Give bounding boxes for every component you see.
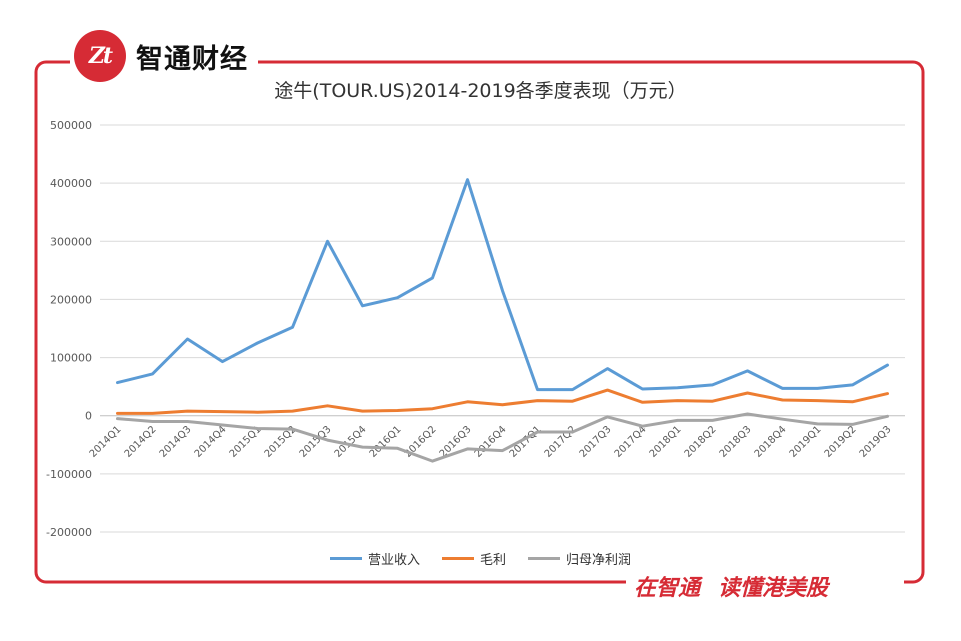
legend-label-net-profit: 归母净利润 (566, 553, 632, 568)
y-tick-label: 500000 (50, 119, 92, 132)
slogan-right: 读懂港美股 (718, 576, 829, 601)
x-tick-label: 2014Q3 (158, 424, 194, 460)
x-tick-label: 2016Q2 (403, 424, 439, 460)
x-tick-label: 2017Q4 (613, 424, 649, 460)
legend-label-gross-profit: 毛利 (479, 553, 506, 568)
series-line-0 (116, 178, 889, 392)
x-tick-label: 2018Q1 (648, 424, 684, 460)
brand-header: Zt 智通财经 (70, 28, 258, 84)
y-tick-label: 400000 (50, 177, 92, 190)
x-tick-label: 2017Q1 (508, 424, 544, 460)
x-tick-label: 2014Q4 (193, 424, 229, 460)
legend-item-net-profit: 归母净利润 (528, 549, 631, 568)
x-tick-label: 2016Q4 (473, 424, 509, 460)
chart-legend: 营业收入 毛利 归母净利润 (0, 549, 961, 568)
x-tick-label: 2015Q3 (298, 424, 334, 460)
x-tick-label: 2019Q1 (788, 424, 824, 460)
y-tick-label: -200000 (46, 526, 92, 539)
x-tick-label: 2019Q3 (858, 424, 894, 460)
legend-swatch-revenue (329, 557, 362, 560)
x-tick-label: 2017Q2 (543, 424, 579, 460)
legend-label-revenue: 营业收入 (367, 553, 420, 568)
x-tick-label: 2016Q1 (368, 424, 404, 460)
brand-logo: Zt (74, 30, 126, 82)
legend-swatch-gross-profit (441, 557, 474, 560)
y-tick-label: 0 (85, 410, 92, 423)
x-tick-label: 2018Q2 (683, 424, 719, 460)
y-tick-label: 300000 (50, 235, 92, 248)
chart-title: 途牛(TOUR.US)2014-2019各季度表现（万元） (274, 80, 687, 102)
x-tick-label: 2014Q2 (123, 424, 159, 460)
x-tick-label: 2019Q2 (823, 424, 859, 460)
x-tick-label: 2018Q4 (753, 424, 789, 460)
x-tick-label: 2018Q3 (718, 424, 754, 460)
y-tick-label: 100000 (50, 352, 92, 365)
series-line-2 (116, 412, 889, 463)
footer-slogan: 在智通 读懂港美股 (626, 566, 904, 606)
legend-item-gross-profit: 毛利 (441, 549, 506, 568)
legend-swatch-net-profit (528, 557, 560, 560)
x-tick-label: 2014Q1 (88, 424, 124, 460)
slogan-left: 在智通 (634, 576, 701, 601)
legend-item-revenue: 营业收入 (329, 549, 420, 568)
brand-name: 智通财经 (136, 43, 248, 75)
x-tick-label: 2017Q3 (578, 424, 614, 460)
y-tick-label: 200000 (50, 293, 92, 306)
y-tick-label: -100000 (46, 468, 92, 481)
series-line-1 (116, 388, 889, 415)
